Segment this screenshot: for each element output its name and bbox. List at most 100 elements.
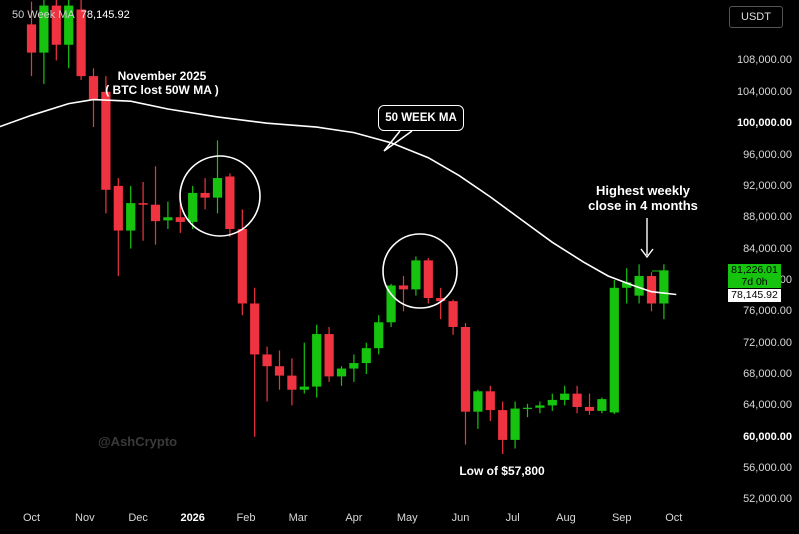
y-tick-label: 100,000.00 (736, 117, 792, 130)
candle-down (436, 297, 446, 302)
x-tick-label: Apr (345, 512, 363, 524)
candle-up (39, 5, 49, 53)
y-tick-label: 72,000.00 (743, 336, 792, 349)
candle-down (225, 176, 235, 229)
candle-up (535, 405, 545, 408)
candle-down (150, 204, 161, 222)
candle-up (634, 276, 644, 296)
legend-value: 78,145.92 (80, 9, 130, 21)
candle-down (460, 327, 471, 412)
candle-down (423, 260, 433, 298)
ma-callout-pointer (383, 130, 413, 152)
candle-down (26, 24, 37, 53)
y-tick-label: 56,000.00 (743, 462, 792, 475)
low-annotation: Low of $57,800 (459, 464, 545, 478)
y-tick-label: 64,000.00 (743, 399, 792, 412)
candle-up (510, 408, 520, 440)
highest-close-annotation: Highest weekly close in 4 months (578, 183, 708, 213)
november-title: November 2025 (117, 69, 207, 83)
candle-down (572, 393, 582, 407)
candle-down (448, 301, 458, 327)
currency-button[interactable]: USDT (729, 6, 783, 28)
candle-down (138, 203, 148, 205)
x-tick-label: Mar (288, 512, 308, 524)
candle-up (386, 285, 396, 323)
y-tick-label: 68,000.00 (743, 368, 792, 381)
last-price-value: 81,226.01 (731, 264, 778, 276)
y-tick-label: 52,000.00 (743, 493, 792, 506)
candle-down (646, 276, 657, 304)
candle-up (597, 399, 607, 411)
x-tick-label: Oct (665, 512, 683, 524)
y-tick-label: 96,000.00 (743, 148, 792, 161)
x-tick-label: Oct (22, 512, 41, 524)
candle-up (622, 282, 632, 288)
candle-up (64, 5, 74, 45)
candle-down (287, 375, 297, 390)
y-tick-label: 104,000.00 (736, 85, 792, 98)
y-tick-label: 108,000.00 (736, 54, 792, 67)
candle-down (113, 185, 123, 231)
candle-up (188, 192, 198, 222)
candle-down (88, 76, 99, 100)
candle-down (584, 406, 595, 411)
y-tick-label: 92,000.00 (743, 179, 792, 192)
bar-countdown: 7d 0h (741, 276, 768, 288)
candle-down (485, 391, 495, 411)
y-tick-label: 76,000.00 (743, 305, 792, 318)
candle-down (76, 9, 86, 77)
candle-up (361, 348, 371, 364)
candle-up (336, 368, 347, 377)
plot-area (0, 0, 677, 455)
x-tick-label: Jul (505, 512, 520, 524)
highlight-circle-may (382, 233, 458, 309)
y-tick-label: 84,000.00 (743, 242, 792, 255)
x-tick-label: Nov (75, 512, 95, 524)
watermark: @AshCrypto (98, 434, 178, 449)
ma-price-tag: 78,145.92 (728, 289, 781, 302)
candle-down (200, 192, 210, 198)
november-annotation: November 2025 ( BTC lost 50W MA ) (103, 69, 221, 97)
candle-down (101, 91, 111, 190)
candle-up (522, 407, 533, 409)
x-tick-label: Jun (451, 512, 470, 524)
candle-up (163, 217, 173, 221)
down-arrow-icon (640, 248, 654, 259)
candle-up (473, 391, 483, 412)
highlight-circle-jan (179, 155, 261, 237)
candle-up (299, 386, 309, 390)
candle-up (547, 399, 557, 406)
last-price-tag: 81,226.01 7d 0h (728, 264, 781, 288)
x-tick-label: Dec (128, 512, 148, 524)
candle-up (374, 322, 384, 349)
candle-down (250, 303, 260, 355)
candle-down (262, 354, 272, 367)
november-subtitle: ( BTC lost 50W MA ) (105, 83, 219, 97)
candle-up (659, 270, 669, 304)
x-tick-label: Aug (556, 512, 576, 524)
candle-up (126, 203, 136, 231)
candle-down (324, 334, 334, 377)
x-tick-label: Feb (236, 512, 256, 524)
candle-up (349, 363, 359, 369)
candle-up (560, 393, 570, 400)
y-tick-label: 88,000.00 (743, 211, 792, 224)
y-tick-label: 60,000.00 (743, 430, 792, 443)
x-tick-label: 2026 (180, 512, 205, 524)
legend-label: 50 Week MA (12, 9, 75, 21)
candle-up (609, 287, 619, 413)
candle-down (175, 217, 185, 222)
x-tick-label: May (396, 512, 418, 524)
candle-down (274, 366, 285, 376)
chart-legend: 50 Week MA 78,145.92 (12, 9, 130, 21)
ma-callout-box: 50 WEEK MA (378, 105, 464, 131)
highest-close-line1: Highest weekly (596, 183, 690, 198)
candle-down (398, 285, 409, 290)
candle-up (212, 178, 223, 198)
candle-down (51, 5, 61, 45)
highest-close-line2: close in 4 months (588, 198, 698, 213)
candle-down (237, 229, 247, 304)
candle-up (411, 260, 421, 290)
x-tick-label: Sep (611, 512, 632, 524)
